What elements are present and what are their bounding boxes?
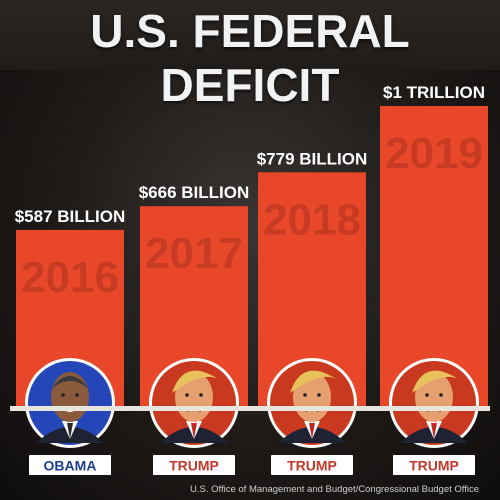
title-band — [0, 0, 500, 70]
year-label: 2017 — [145, 229, 243, 278]
president-label: TRUMP — [409, 458, 459, 474]
bar-group-2017: $666 BILLION 2017 TRUMP — [139, 183, 250, 475]
bar-2019 — [380, 106, 488, 406]
president-label: TRUMP — [287, 458, 337, 474]
president-badge: TRUMP — [271, 455, 353, 475]
portrait — [149, 358, 239, 448]
value-label: $779 BILLION — [257, 149, 368, 168]
bar-group-2018: $779 BILLION 2018 TRUMP — [257, 149, 368, 475]
value-label: $666 BILLION — [139, 183, 250, 202]
president-badge: TRUMP — [153, 455, 235, 475]
portrait — [25, 358, 115, 448]
source-note: U.S. Office of Management and Budget/Con… — [190, 484, 480, 495]
value-label: $587 BILLION — [15, 207, 126, 226]
president-label: TRUMP — [169, 458, 219, 474]
president-badge: OBAMA — [29, 455, 111, 475]
year-label: 2018 — [263, 195, 361, 244]
chart-title: U.S. FEDERAL DEFICIT — [90, 5, 410, 111]
bar-group-2019: $1 TRILLION 2019 TRUMP — [380, 83, 488, 475]
baseline — [10, 406, 490, 411]
president-badge: TRUMP — [393, 455, 475, 475]
portrait — [267, 358, 357, 448]
value-label: $1 TRILLION — [383, 83, 485, 102]
year-label: 2016 — [21, 253, 119, 302]
president-label: OBAMA — [44, 458, 97, 474]
portrait — [389, 358, 479, 448]
bar-group-2016: $587 BILLION 2016 OBAMA — [15, 207, 126, 475]
year-label: 2019 — [385, 129, 483, 178]
